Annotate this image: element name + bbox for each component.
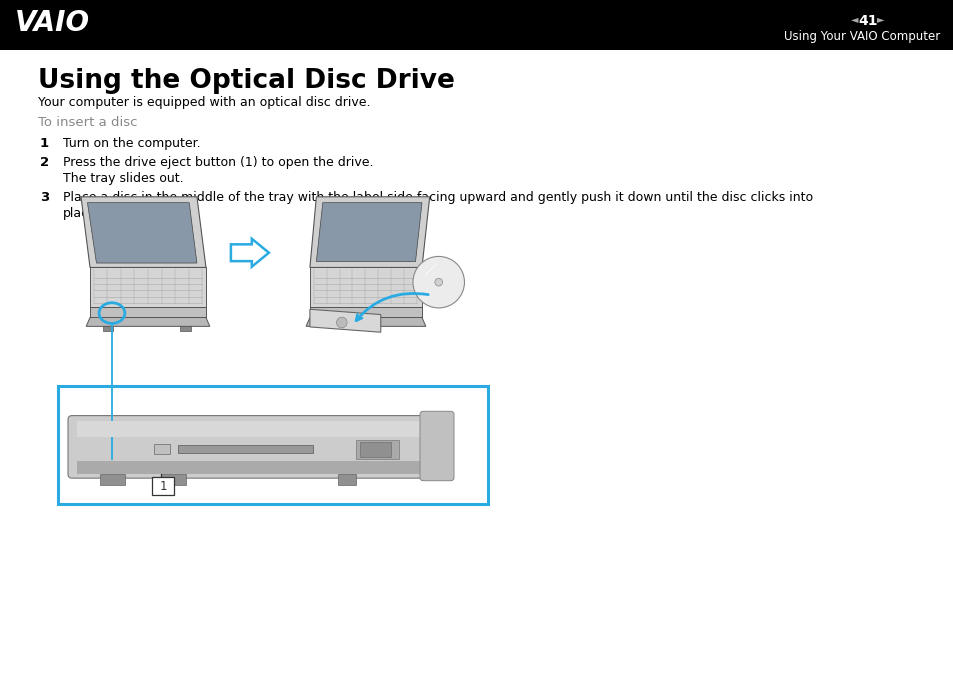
Text: 41: 41 (858, 14, 877, 28)
Bar (161, 474, 186, 485)
Text: Turn on the computer.: Turn on the computer. (63, 137, 200, 150)
Circle shape (435, 278, 442, 286)
Polygon shape (90, 307, 206, 317)
Polygon shape (81, 197, 206, 268)
Text: To insert a disc: To insert a disc (38, 116, 137, 129)
Text: place.: place. (63, 207, 101, 220)
Bar (338, 474, 355, 485)
Text: 2: 2 (40, 156, 49, 169)
Bar (180, 326, 191, 331)
Text: Press the drive eject button (1) to open the drive.: Press the drive eject button (1) to open… (63, 156, 374, 169)
FancyBboxPatch shape (419, 411, 454, 481)
Polygon shape (86, 317, 210, 326)
Polygon shape (88, 203, 196, 263)
Text: 1: 1 (40, 137, 49, 150)
Bar (77, 461, 421, 474)
FancyBboxPatch shape (68, 416, 431, 478)
Text: Using the Optical Disc Drive: Using the Optical Disc Drive (38, 68, 455, 94)
Bar (77, 421, 421, 437)
Bar (355, 440, 398, 459)
Polygon shape (306, 317, 425, 326)
Bar (178, 445, 314, 453)
Polygon shape (310, 268, 421, 307)
Circle shape (336, 317, 347, 328)
Bar (103, 326, 113, 331)
Polygon shape (310, 309, 380, 332)
Text: Using Your VAIO Computer: Using Your VAIO Computer (783, 30, 939, 43)
Polygon shape (231, 239, 269, 267)
Text: 3: 3 (40, 191, 50, 204)
Bar (100, 474, 125, 485)
FancyBboxPatch shape (58, 386, 488, 504)
Bar (0, 0, 953, 50)
Circle shape (413, 256, 464, 308)
FancyBboxPatch shape (152, 477, 173, 495)
Text: 1: 1 (159, 479, 167, 493)
Polygon shape (310, 197, 429, 268)
Bar (153, 444, 170, 454)
Bar (359, 442, 391, 456)
Text: ◄: ◄ (850, 14, 858, 24)
Text: ►: ► (877, 14, 883, 24)
Polygon shape (90, 268, 206, 307)
Text: Place a disc in the middle of the tray with the label side facing upward and gen: Place a disc in the middle of the tray w… (63, 191, 812, 204)
Text: The tray slides out.: The tray slides out. (63, 172, 183, 185)
Polygon shape (310, 307, 421, 317)
Polygon shape (316, 203, 421, 262)
Text: VAIO: VAIO (15, 9, 90, 37)
Text: Your computer is equipped with an optical disc drive.: Your computer is equipped with an optica… (38, 96, 370, 109)
